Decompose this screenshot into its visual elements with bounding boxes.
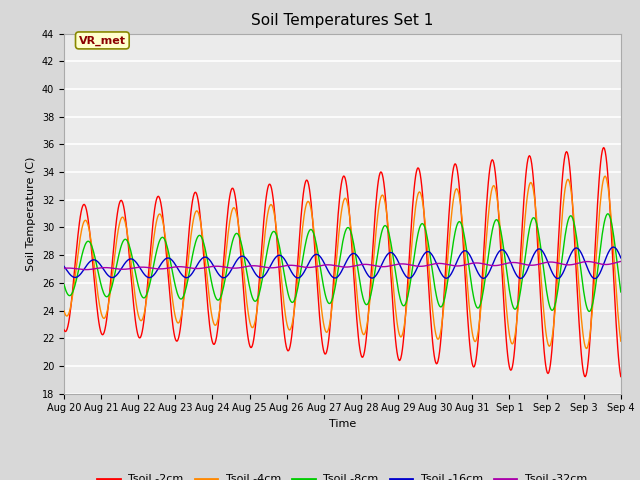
Tsoil -4cm (214, 319, 221, 325)
Tsoil -16cm (60, 264, 68, 269)
Tsoil -2cm (127, 277, 135, 283)
Tsoil -4cm (60, 308, 68, 313)
Tsoil -8cm (70, 286, 78, 291)
Tsoil -32cm (185, 265, 193, 271)
Tsoil -8cm (604, 211, 611, 216)
Tsoil -8cm (426, 253, 434, 259)
Tsoil -2cm (600, 144, 607, 150)
Tsoil -32cm (60, 265, 68, 271)
Tsoil -4cm (70, 282, 78, 288)
Title: Soil Temperatures Set 1: Soil Temperatures Set 1 (252, 13, 433, 28)
X-axis label: Time: Time (329, 419, 356, 429)
Tsoil -16cm (426, 250, 434, 256)
Tsoil -8cm (127, 251, 135, 256)
Tsoil -4cm (184, 260, 192, 266)
Tsoil -4cm (426, 282, 434, 288)
Line: Tsoil -2cm: Tsoil -2cm (64, 147, 621, 377)
Tsoil -32cm (70, 265, 78, 271)
Y-axis label: Soil Temperature (C): Soil Temperature (C) (26, 156, 36, 271)
Tsoil -4cm (127, 262, 135, 268)
Tsoil -32cm (411, 263, 419, 269)
Tsoil -16cm (410, 271, 418, 277)
Tsoil -16cm (617, 255, 625, 261)
Tsoil -2cm (617, 374, 625, 380)
Tsoil -2cm (70, 273, 78, 278)
Text: VR_met: VR_met (79, 36, 126, 46)
Tsoil -8cm (410, 254, 418, 260)
Tsoil -2cm (214, 329, 221, 335)
Tsoil -32cm (214, 264, 222, 269)
Tsoil -16cm (591, 276, 598, 281)
Tsoil -32cm (428, 262, 435, 267)
Tsoil -8cm (585, 309, 593, 314)
Tsoil -4cm (410, 218, 418, 224)
Tsoil -4cm (617, 338, 625, 344)
Tsoil -16cm (214, 269, 221, 275)
Tsoil -2cm (426, 310, 434, 315)
Tsoil -2cm (581, 374, 589, 380)
Line: Tsoil -4cm: Tsoil -4cm (64, 176, 621, 348)
Tsoil -32cm (82, 267, 90, 273)
Line: Tsoil -32cm: Tsoil -32cm (64, 262, 621, 270)
Line: Tsoil -16cm: Tsoil -16cm (64, 247, 621, 278)
Tsoil -4cm (602, 173, 609, 179)
Tsoil -2cm (184, 241, 192, 247)
Tsoil -2cm (410, 187, 418, 192)
Tsoil -8cm (184, 277, 192, 283)
Legend: Tsoil -2cm, Tsoil -4cm, Tsoil -8cm, Tsoil -16cm, Tsoil -32cm: Tsoil -2cm, Tsoil -4cm, Tsoil -8cm, Tsoi… (93, 470, 592, 480)
Tsoil -8cm (214, 297, 221, 303)
Tsoil -16cm (127, 256, 135, 262)
Tsoil -8cm (60, 282, 68, 288)
Line: Tsoil -8cm: Tsoil -8cm (64, 214, 621, 312)
Tsoil -32cm (617, 259, 625, 264)
Tsoil -2cm (60, 327, 68, 333)
Tsoil -4cm (583, 346, 591, 351)
Tsoil -16cm (184, 275, 192, 280)
Tsoil -16cm (70, 275, 78, 280)
Tsoil -8cm (617, 289, 625, 295)
Tsoil -16cm (609, 244, 617, 250)
Tsoil -32cm (128, 265, 136, 271)
